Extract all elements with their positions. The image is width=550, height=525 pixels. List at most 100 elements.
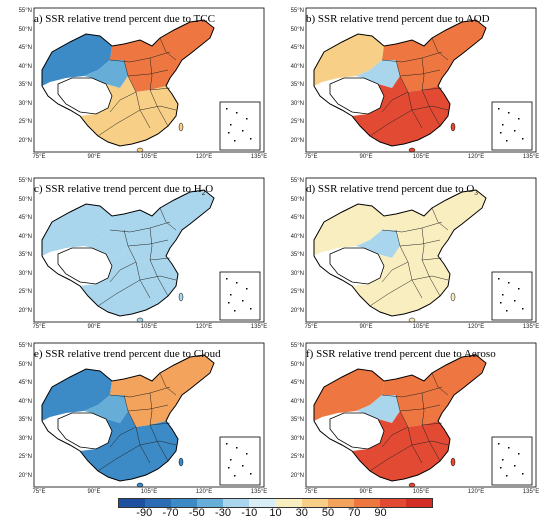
nw-region <box>42 369 112 421</box>
province-boundary <box>399 239 441 247</box>
inset-island <box>226 108 228 110</box>
country-outline <box>41 19 215 147</box>
province-boundary <box>109 51 171 63</box>
hainan-island <box>136 147 144 153</box>
map-figure <box>305 342 537 488</box>
lat-tick-label: 25°N <box>18 119 32 125</box>
lat-tick-label: 40°N <box>18 63 32 70</box>
inset-island <box>522 138 524 140</box>
province-boundary <box>97 109 141 137</box>
province-boundary <box>399 404 441 412</box>
lon-tick-label: 75°E <box>32 154 46 160</box>
inset-island <box>500 467 502 469</box>
inset-island <box>242 465 244 467</box>
inset-island <box>508 282 510 284</box>
inset-island <box>500 132 502 134</box>
colorbar-label: 70 <box>348 507 361 519</box>
lat-tick-label: 45°N <box>18 380 32 386</box>
lat-tick-label: 25°N <box>18 454 32 460</box>
province-boundary <box>381 426 409 448</box>
lat-tick-label: 30°N <box>290 435 304 442</box>
plateau-region <box>329 77 385 115</box>
province-boundary <box>431 37 449 61</box>
inset-island <box>506 475 508 477</box>
lon-tick-label: 120°E <box>195 489 213 495</box>
colorbar-cell <box>379 499 406 507</box>
lat-tick-label: 25°N <box>290 454 304 460</box>
province-boundary <box>109 386 171 398</box>
lat-tick-label: 50°N <box>18 361 32 368</box>
inset-island <box>506 140 508 142</box>
south-china-sea-inset <box>491 271 533 321</box>
inset-island <box>250 138 252 140</box>
lat-tick-label: 50°N <box>290 26 304 33</box>
lon-tick-label: 135°E <box>250 324 268 330</box>
plateau-region <box>57 247 113 285</box>
west-mid-region <box>356 60 400 88</box>
province-boundary <box>149 422 171 426</box>
map-figure <box>33 7 265 153</box>
inset-island <box>502 124 504 126</box>
province-boundary <box>109 426 137 448</box>
south-region <box>352 76 450 146</box>
taiwan-island <box>450 292 456 302</box>
province-boundary <box>159 37 177 61</box>
lat-tick-label: 35°N <box>290 82 304 88</box>
inset-island <box>502 294 504 296</box>
colorbar-cell <box>119 499 146 507</box>
province-boundary <box>109 221 171 233</box>
lon-tick-label: 120°E <box>467 324 485 330</box>
nw-region <box>42 204 112 256</box>
west-mid-region <box>84 60 128 88</box>
map-panel: e) SSR relative trend percent due to Clo… <box>0 335 270 500</box>
province-boundary <box>399 69 441 77</box>
lat-tick-label: 40°N <box>290 233 304 240</box>
lat-tick-label: 45°N <box>290 380 304 386</box>
province-boundary <box>411 105 449 111</box>
map-figure <box>33 177 265 323</box>
lon-tick-label: 105°E <box>412 324 430 330</box>
inset-island <box>498 443 500 445</box>
province-boundary <box>139 105 177 111</box>
map-panel: c) SSR relative trend percent due to H2O… <box>0 170 270 335</box>
lat-tick-label: 30°N <box>18 270 32 277</box>
lon-tick-label: 120°E <box>195 324 213 330</box>
lat-tick-label: 55°N <box>290 178 304 184</box>
west-mid-region <box>356 395 400 423</box>
lon-tick-label: 90°E <box>87 154 101 160</box>
province-boundary <box>127 404 169 412</box>
province-boundary <box>97 444 141 472</box>
lat-tick-label: 50°N <box>290 361 304 368</box>
lat-tick-label: 35°N <box>18 82 32 88</box>
lon-tick-label: 135°E <box>522 154 540 160</box>
taiwan-island <box>178 292 184 302</box>
province-boundary <box>127 239 169 247</box>
inset-island <box>506 310 508 312</box>
lat-tick-label: 55°N <box>290 8 304 14</box>
map-figure <box>33 342 265 488</box>
colorbar-label: 50 <box>321 507 335 519</box>
lat-tick-label: 25°N <box>18 289 32 295</box>
lon-tick-label: 75°E <box>304 154 318 160</box>
colorbar-label: -70 <box>162 507 179 519</box>
nw-region <box>314 34 384 86</box>
inset-island <box>250 473 252 475</box>
plateau-region <box>329 247 385 285</box>
west-mid-region <box>84 395 128 423</box>
lat-tick-label: 40°N <box>18 398 32 405</box>
country-outline <box>313 189 487 317</box>
inset-island <box>242 130 244 132</box>
south-region <box>80 76 178 146</box>
province-boundary <box>381 261 409 283</box>
inset-island <box>514 465 516 467</box>
lat-tick-label: 55°N <box>18 8 32 14</box>
province-boundary <box>381 221 443 233</box>
province-boundary <box>421 87 443 91</box>
lat-tick-label: 35°N <box>290 417 304 423</box>
colorbar-label: 30 <box>295 507 308 519</box>
province-boundary <box>381 386 443 398</box>
south-region <box>80 246 178 316</box>
lat-tick-label: 30°N <box>290 270 304 277</box>
country-outline <box>41 354 215 482</box>
lon-tick-label: 75°E <box>32 324 46 330</box>
